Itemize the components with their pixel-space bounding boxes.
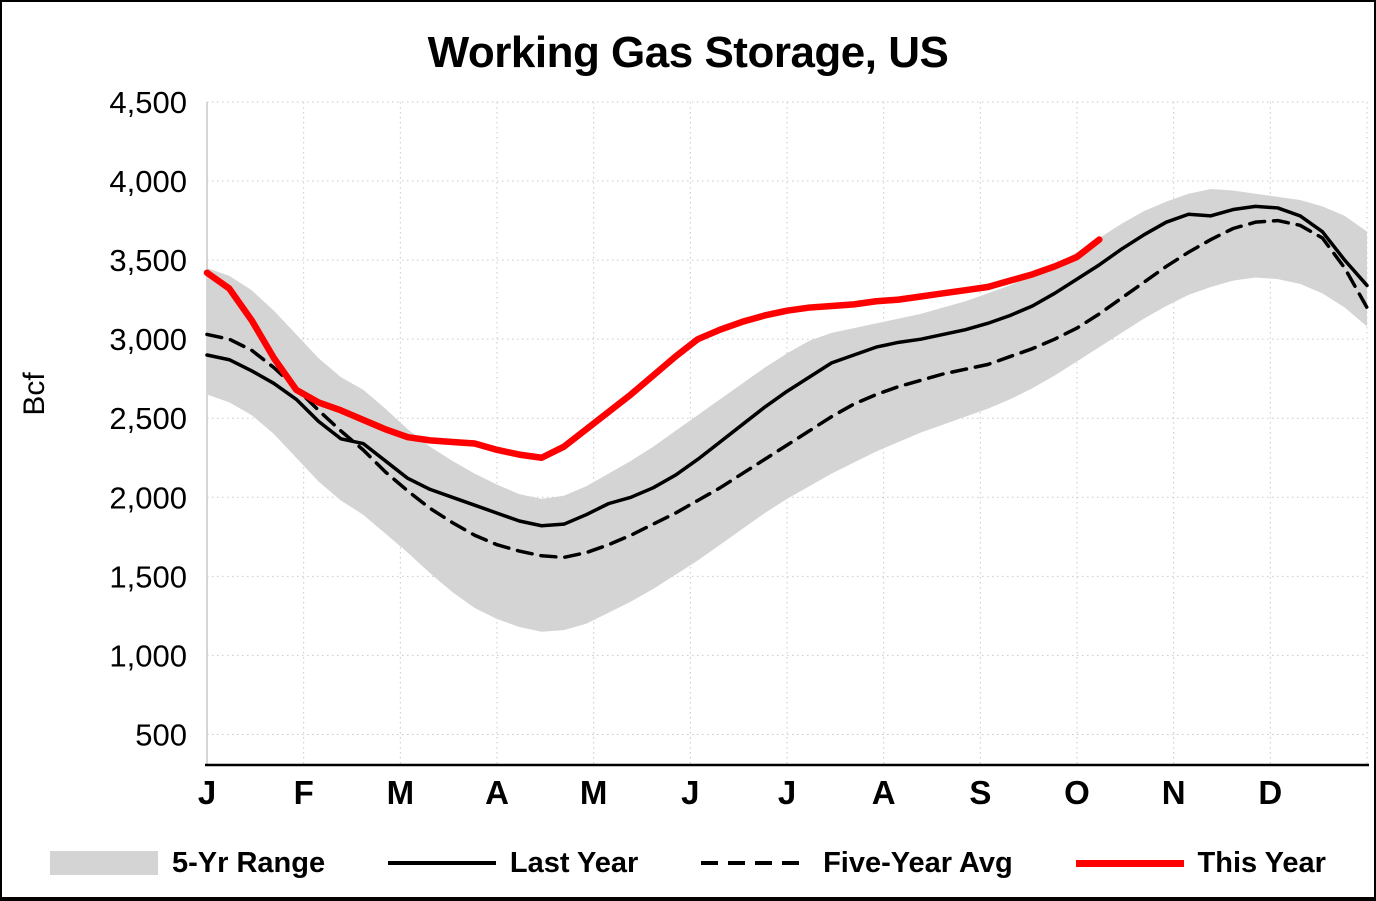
x-month-label: J xyxy=(778,774,796,811)
y-tick-label: 500 xyxy=(135,717,187,752)
y-tick-label: 3,500 xyxy=(109,243,187,278)
chart-title: Working Gas Storage, US xyxy=(427,28,949,77)
legend-item-five-year-avg: Five-Year Avg xyxy=(701,847,1013,880)
y-tick-label: 3,000 xyxy=(109,322,187,357)
storage-chart-plot: 500 1,000 1,500 2,000 2,500 3,000 3,500 4,000 4,… xyxy=(109,85,1369,811)
y-tick-label: 1,500 xyxy=(109,559,187,594)
red-line-swatch-icon xyxy=(1075,859,1184,867)
x-month-label: M xyxy=(387,774,415,811)
y-tick-label: 2,000 xyxy=(109,480,187,515)
legend-item-last-year: Last Year xyxy=(387,846,639,880)
series-line-five-year-avg xyxy=(205,218,1369,560)
legend-label-this-year: This Year xyxy=(1197,846,1326,879)
x-month-label: D xyxy=(1258,774,1282,811)
y-tick-label: 2,500 xyxy=(109,401,187,436)
x-month-label: A xyxy=(872,774,896,811)
y-tick-label: 4,000 xyxy=(109,164,187,199)
legend-label-range: 5-Yr Range xyxy=(172,846,326,879)
legend-label-last-year: Last Year xyxy=(509,846,639,879)
x-month-label: J xyxy=(681,774,699,811)
legend-label-five-year-avg: Five-Year Avg xyxy=(823,846,1013,879)
y-tick-label: 4,500 xyxy=(109,85,187,120)
x-month-label: J xyxy=(198,774,216,811)
solid-line-swatch-icon xyxy=(387,861,496,865)
legend-item-range: 5-Yr Range xyxy=(50,847,325,880)
series-line-last-year xyxy=(205,204,1369,528)
y-tick-label: 1,000 xyxy=(109,638,187,673)
x-month-label: A xyxy=(485,774,509,811)
x-month-label: O xyxy=(1064,774,1090,811)
legend-item-this-year: This Year xyxy=(1075,846,1326,880)
dashed-line-swatch-icon xyxy=(701,861,810,865)
x-month-label: S xyxy=(969,774,991,811)
series-line-this-year xyxy=(203,236,1103,462)
five-year-range-band xyxy=(207,188,1367,632)
chart-legend: 5-Yr Range Last Year Five-Year Avg This … xyxy=(2,836,1374,890)
x-month-label: F xyxy=(294,774,314,811)
range-band-swatch-icon xyxy=(50,851,158,875)
x-month-label: M xyxy=(580,774,608,811)
x-month-label: N xyxy=(1162,774,1186,811)
